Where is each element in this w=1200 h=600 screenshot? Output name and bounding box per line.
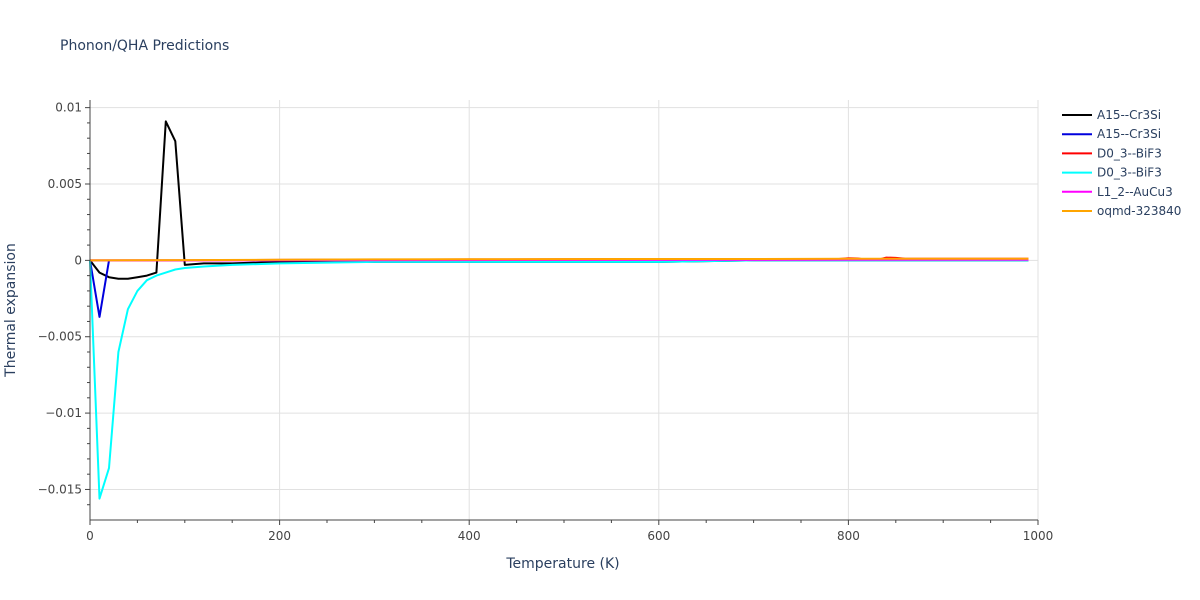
legend-item-label: A15--Cr3Si: [1097, 108, 1161, 122]
y-tick-label: 0.01: [55, 101, 82, 115]
series-layer: [89, 120, 1029, 500]
x-tick-label: 1000: [1023, 529, 1054, 543]
x-tick-label: 200: [268, 529, 291, 543]
y-tick-label: −0.015: [38, 482, 82, 496]
grid-layer: [90, 100, 1039, 520]
legend-item-label: L1_2--AuCu3: [1097, 185, 1173, 199]
x-axis-title: Temperature (K): [505, 556, 619, 572]
legend-item-label: D0_3--BiF3: [1097, 166, 1162, 180]
chart-title: Phonon/QHA Predictions: [60, 38, 229, 54]
legend: A15--Cr3Si A15--Cr3Si D0_3--BiF3 D0_3--BiF3…: [1062, 108, 1181, 218]
series-line-2: [89, 260, 110, 318]
axes-layer: 0 200 400 600 800 1000 0.01 0.005 0 −0.005 −0.01 −0…: [38, 100, 1054, 543]
y-axis-title: Thermal expansion: [3, 243, 19, 378]
y-tick-label: 0: [74, 253, 82, 267]
x-tick-label: 600: [647, 529, 670, 543]
x-tick-label: 0: [86, 529, 94, 543]
series-line-1: [89, 120, 1029, 280]
x-tick-label: 800: [837, 529, 860, 543]
series-line-6: [89, 257, 1029, 262]
y-tick-label: −0.005: [38, 330, 82, 344]
legend-item-label: D0_3--BiF3: [1097, 146, 1162, 160]
series-line-4: [89, 259, 1029, 500]
legend-item-label: oqmd-323840: [1097, 204, 1181, 218]
x-tick-label: 400: [458, 529, 481, 543]
y-tick-label: −0.01: [45, 406, 82, 420]
legend-item-label: A15--Cr3Si: [1097, 127, 1161, 141]
y-tick-label: 0.005: [48, 177, 82, 191]
